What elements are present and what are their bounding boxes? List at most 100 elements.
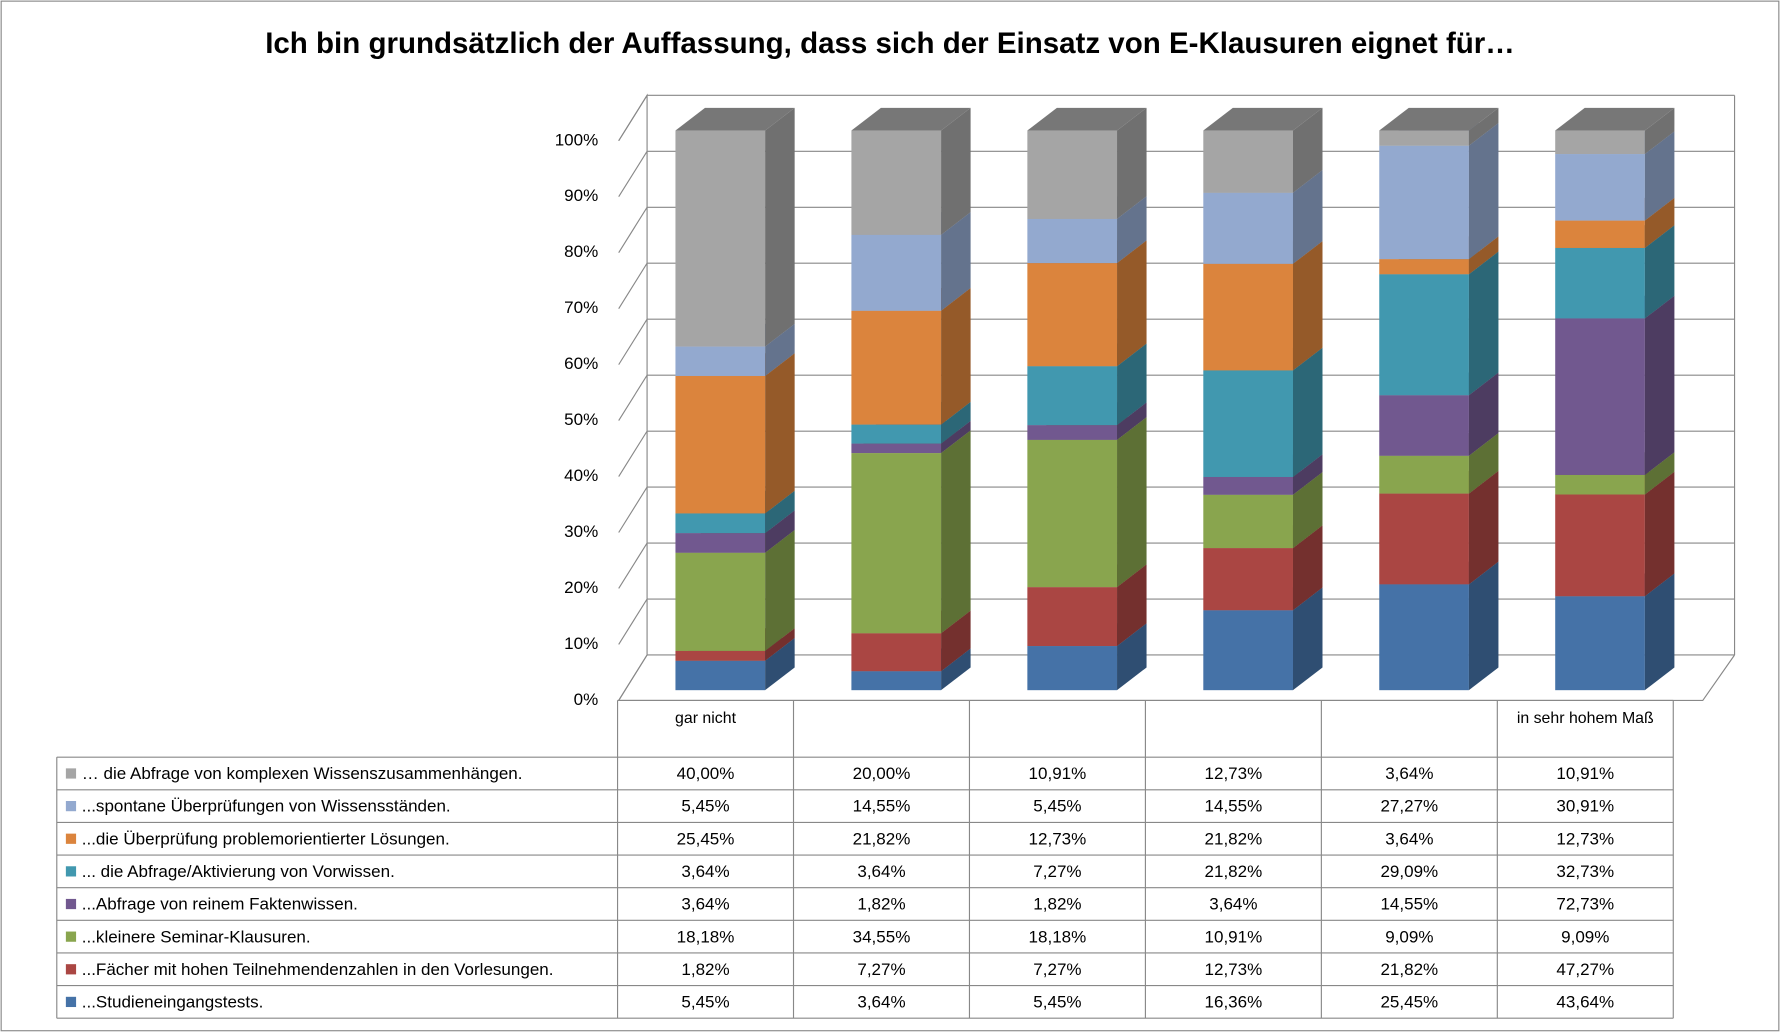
bar-front bbox=[1027, 425, 1118, 440]
bar-front bbox=[851, 633, 942, 672]
bar-front bbox=[1203, 610, 1293, 691]
legend-swatch bbox=[65, 801, 77, 812]
y-tick-label: 50% bbox=[564, 410, 598, 429]
table-value: 3,64% bbox=[1385, 829, 1433, 848]
bar-side bbox=[765, 510, 795, 553]
bar-segment bbox=[851, 107, 971, 235]
bar-side bbox=[1292, 525, 1323, 611]
bar-front bbox=[851, 130, 942, 235]
bar-side bbox=[1292, 170, 1323, 264]
grid-line bbox=[618, 430, 1735, 477]
bar-side bbox=[1292, 587, 1323, 691]
bar-front bbox=[1555, 220, 1645, 248]
bar-side bbox=[1468, 433, 1499, 494]
bar-front bbox=[675, 513, 766, 534]
bar-front bbox=[1203, 476, 1293, 495]
bar-front bbox=[1203, 192, 1293, 264]
grid-line bbox=[618, 318, 1735, 365]
x-tick-label: in sehr hohem Maß bbox=[1516, 708, 1654, 727]
table-value: 7,27% bbox=[857, 960, 905, 979]
table-value: 25,45% bbox=[677, 829, 735, 848]
data-table: gar nicht in sehr hohem Maß … die Abfrage … bbox=[56, 699, 1674, 1019]
bar-side bbox=[1117, 196, 1147, 264]
bar-segment bbox=[675, 353, 795, 514]
y-tick-label: 60% bbox=[564, 354, 598, 373]
table-value: 21,82% bbox=[1380, 960, 1438, 979]
bar-side bbox=[1644, 107, 1675, 155]
bar-front bbox=[675, 650, 766, 661]
table-value: 29,09% bbox=[1380, 862, 1438, 881]
grid-line bbox=[618, 598, 1735, 645]
bar-side bbox=[765, 530, 795, 651]
bar-front bbox=[675, 552, 766, 651]
table-value: 47,27% bbox=[1556, 960, 1614, 979]
bar-front bbox=[1555, 247, 1645, 319]
bar-side bbox=[1644, 573, 1675, 691]
bar-segment bbox=[1027, 107, 1147, 219]
table-value: 32,73% bbox=[1556, 862, 1614, 881]
bar-front bbox=[1379, 395, 1469, 456]
bar-side bbox=[1644, 452, 1675, 495]
table-value: 10,91% bbox=[1556, 764, 1614, 783]
bar-front bbox=[851, 310, 942, 425]
bar-front bbox=[1027, 263, 1118, 367]
bar-top bbox=[1555, 107, 1675, 131]
table-value: 21,82% bbox=[853, 829, 911, 848]
bar-front bbox=[851, 671, 942, 691]
bar-side bbox=[1468, 107, 1499, 146]
y-tick-label: 100% bbox=[555, 130, 599, 149]
legend-label: … die Abfrage von komplexen Wissenszusam… bbox=[82, 764, 523, 783]
table-value: 12,73% bbox=[1556, 829, 1614, 848]
y-tick-label: 30% bbox=[564, 522, 598, 541]
bar-side bbox=[765, 107, 795, 347]
bar-side bbox=[941, 212, 971, 311]
bar-front bbox=[1555, 474, 1645, 495]
bar-side bbox=[1468, 236, 1499, 275]
legend-swatch bbox=[65, 931, 77, 942]
legend-swatch bbox=[65, 833, 77, 844]
table-value: 25,45% bbox=[1380, 993, 1438, 1012]
bar-front bbox=[1203, 263, 1293, 371]
table-value: 34,55% bbox=[853, 927, 911, 946]
bar-front bbox=[1203, 494, 1293, 549]
legend-label: ... die Abfrage/Aktivierung von Vorwisse… bbox=[82, 862, 395, 881]
y-tick-label: 80% bbox=[564, 242, 598, 261]
bar-front bbox=[1555, 318, 1645, 475]
bar-front bbox=[1555, 130, 1645, 155]
bar-side bbox=[1468, 251, 1499, 396]
table-value: 14,55% bbox=[1380, 895, 1438, 914]
bar-segment bbox=[1027, 417, 1147, 588]
bar-front bbox=[1027, 218, 1118, 264]
bar-front bbox=[851, 424, 942, 444]
bar-front bbox=[851, 443, 942, 454]
bar-segment bbox=[675, 107, 795, 347]
bar-side bbox=[1644, 197, 1675, 248]
legend-swatch bbox=[65, 768, 77, 779]
bar-side bbox=[1292, 454, 1323, 495]
bar-side bbox=[765, 628, 795, 661]
table-value: 5,45% bbox=[681, 993, 729, 1012]
table-value: 27,27% bbox=[1380, 797, 1438, 816]
table-value: 3,64% bbox=[1209, 895, 1257, 914]
table-value: 43,64% bbox=[1556, 993, 1614, 1012]
table-value: 3,64% bbox=[681, 895, 729, 914]
bar-front bbox=[1027, 130, 1118, 219]
bar-side bbox=[1292, 241, 1323, 371]
table-value: 7,27% bbox=[1033, 960, 1081, 979]
table-value: 5,45% bbox=[1033, 797, 1081, 816]
legend-swatch bbox=[65, 996, 77, 1008]
table-value: 30,91% bbox=[1556, 797, 1614, 816]
bar-side bbox=[941, 610, 971, 672]
bar-side bbox=[1117, 402, 1147, 440]
table-value: 12,73% bbox=[1029, 829, 1087, 848]
legend-label: ...Fächer mit hohen Teilnehmendenzahlen … bbox=[82, 960, 554, 979]
grid-line bbox=[618, 374, 1735, 421]
grid-line bbox=[618, 262, 1735, 309]
table-value: 9,09% bbox=[1561, 927, 1609, 946]
table-value: 3,64% bbox=[857, 862, 905, 881]
bar-side bbox=[941, 420, 971, 454]
bar-front bbox=[675, 375, 766, 514]
table-value: 1,82% bbox=[681, 960, 729, 979]
y-tick-label: 20% bbox=[564, 578, 598, 597]
